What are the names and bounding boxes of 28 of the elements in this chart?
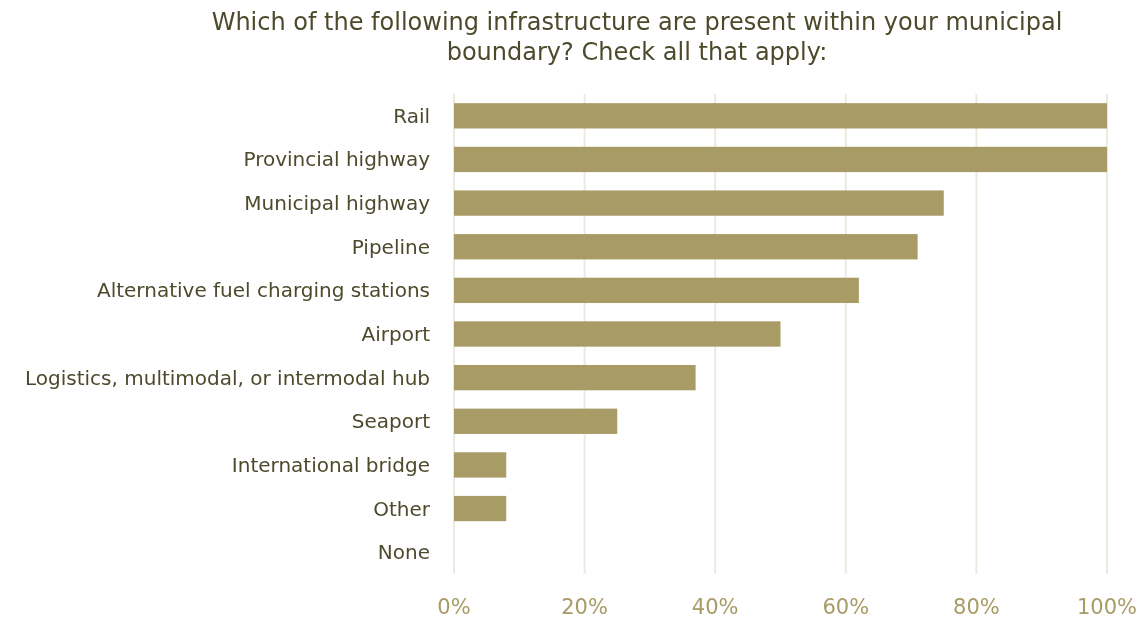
chart-title: Which of the following infrastructure are present within your municipal boundary? Check all that apply:	[211, 8, 1063, 66]
y-tick-label: None	[377, 540, 430, 565]
bar	[454, 408, 618, 434]
bar	[454, 495, 507, 522]
bar	[454, 146, 1107, 173]
bar	[454, 321, 781, 347]
y-tick-label: Logistics, multimodal, or intermodal hub	[25, 365, 430, 390]
x-tick-label: 80%	[953, 595, 1000, 620]
bar	[454, 364, 696, 391]
bar	[454, 103, 1107, 129]
y-tick-label: Airport	[361, 322, 431, 346]
x-tick-label: 20%	[561, 595, 608, 620]
bar	[454, 277, 859, 304]
x-tick-label: 0%	[437, 595, 471, 620]
bar	[454, 234, 918, 260]
x-tick-label: 40%	[691, 595, 739, 620]
x-tick-label: 100%	[1076, 595, 1138, 620]
x-tick-label: 60%	[822, 595, 870, 620]
y-tick-label: Other	[373, 496, 431, 521]
y-tick-label: Seaport	[351, 409, 431, 434]
y-tick-label: Alternative fuel charging stations	[96, 278, 430, 303]
y-tick-label: International bridge	[231, 452, 430, 477]
y-tick-label: Municipal highway	[244, 191, 431, 216]
y-tick-label: Rail	[393, 103, 430, 128]
y-tick-label: Provincial highway	[243, 147, 431, 172]
bar	[454, 190, 944, 216]
bar	[454, 452, 507, 478]
y-tick-label: Pipeline	[351, 234, 430, 259]
